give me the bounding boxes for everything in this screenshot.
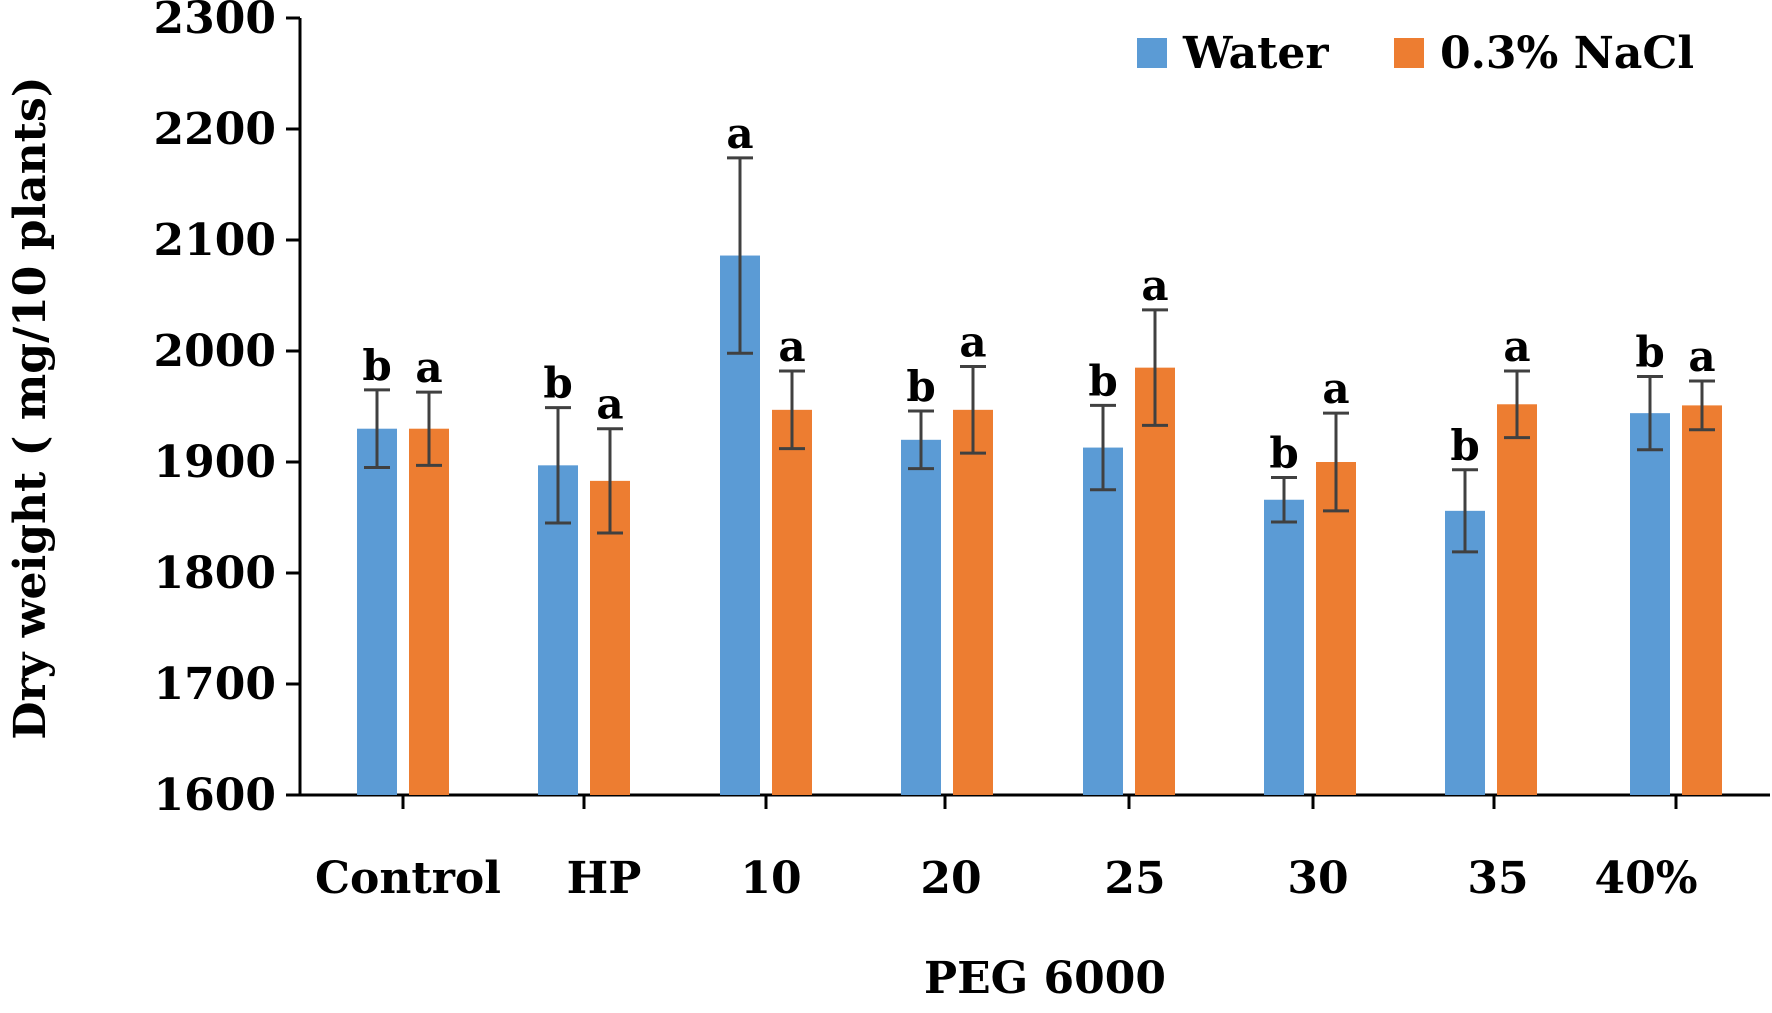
bar <box>1630 413 1670 795</box>
bar <box>1682 405 1722 795</box>
significance-label: a <box>1688 332 1715 381</box>
y-tick-label: 1600 <box>154 770 276 821</box>
category-label: 30 <box>1287 853 1348 904</box>
legend: Water 0.3% NaCl <box>1137 28 1694 79</box>
error-bars-group <box>364 156 1715 554</box>
bars-group <box>357 255 1722 796</box>
category-labels-group: Control HP 10 20 25 30 35 40% <box>315 853 1697 904</box>
significance-label: b <box>1450 421 1479 470</box>
significance-label: a <box>778 322 805 371</box>
x-axis-title: PEG 6000 <box>924 953 1166 1004</box>
significance-label: b <box>362 341 391 390</box>
y-tick-label: 1800 <box>154 548 276 599</box>
axes-group <box>298 18 1770 797</box>
category-label: 35 <box>1467 853 1528 904</box>
significance-label: a <box>726 109 753 158</box>
category-label: HP <box>567 853 642 904</box>
y-tick-label: 2000 <box>154 326 276 377</box>
category-label: 25 <box>1104 853 1165 904</box>
x-ticks-group <box>401 795 1678 809</box>
category-label: 20 <box>920 853 981 904</box>
bar <box>1445 510 1485 795</box>
legend-swatch <box>1394 38 1424 68</box>
bar <box>357 428 397 795</box>
bar <box>901 439 941 795</box>
significance-label: b <box>1269 429 1298 478</box>
significance-label: a <box>415 343 442 392</box>
y-tick-label: 2100 <box>154 215 276 266</box>
bar <box>1135 367 1175 795</box>
significance-label: a <box>596 380 623 429</box>
significance-label: a <box>1141 261 1168 310</box>
legend-label: Water <box>1182 28 1329 79</box>
significance-label: a <box>1322 364 1349 413</box>
significance-label: b <box>1635 328 1664 377</box>
category-label: 40% <box>1594 853 1697 904</box>
bar <box>953 409 993 795</box>
significance-label: b <box>906 362 935 411</box>
category-label: 10 <box>740 853 801 904</box>
y-tick-label: 1900 <box>154 437 276 488</box>
significance-label: a <box>1503 322 1530 371</box>
bar <box>1497 404 1537 795</box>
significance-label: b <box>543 359 572 408</box>
y-tick-label: 2200 <box>154 104 276 155</box>
significance-label: b <box>1088 356 1117 405</box>
legend-label: 0.3% NaCl <box>1440 28 1694 79</box>
bar <box>772 409 812 795</box>
category-label: Control <box>315 853 501 904</box>
bar <box>1083 447 1123 795</box>
y-axis-title: Dry weight ( mg/10 plants) <box>5 76 56 739</box>
y-tick-label: 2300 <box>154 0 276 44</box>
legend-swatch <box>1137 38 1167 68</box>
significance-label: a <box>959 318 986 367</box>
y-tick-label: 1700 <box>154 659 276 710</box>
bar <box>409 428 449 795</box>
bar <box>1316 462 1356 795</box>
y-ticks-group: 1600 1700 1800 1900 2000 2100 2200 2300 <box>154 0 300 821</box>
bar <box>1264 499 1304 795</box>
